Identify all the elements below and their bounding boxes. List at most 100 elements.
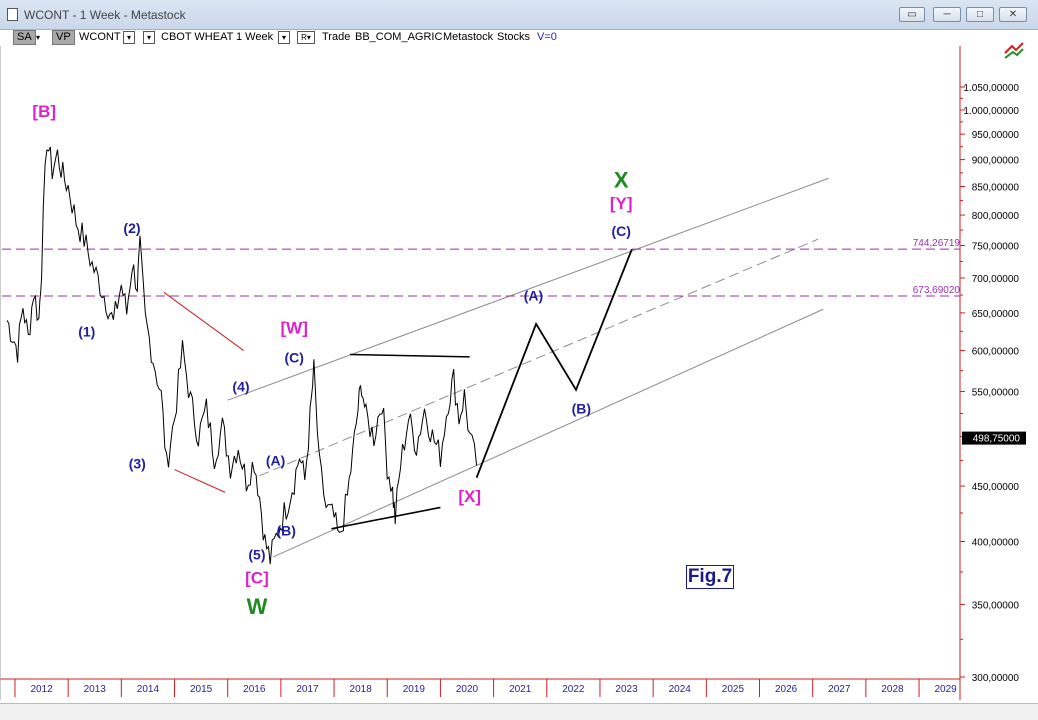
wave-label: [C] [245,568,269,587]
period-dropdown-icon[interactable]: ▾ [278,31,290,44]
wave-label: (3) [129,456,146,472]
wave-label: (B) [572,400,591,416]
time-tick-label: 2018 [350,684,373,695]
maximize-button[interactable]: □ [966,7,994,22]
time-axis-labels: 2012 2013 2014 2015 2016 2017 2018 2019 2020 2021… [14,679,958,697]
wave-label: [W] [280,319,307,338]
axes [0,46,961,700]
trendline [272,308,824,558]
trendline [259,238,819,477]
projection-line [475,248,633,479]
r-label: R [301,33,307,42]
wave-labels: [B] (2) (1) (3) (4) [W] (C) (A) (B) (5) [C] W (A) (B)… [32,102,632,619]
time-tick-label: 2022 [562,684,585,695]
symbol-label[interactable]: WCONT [79,31,121,43]
wave-label: (5) [248,547,265,563]
time-tick-label: 2024 [669,684,692,695]
wave-label: (A) [524,288,543,304]
figure-annotation: Fig.7 [686,565,734,589]
wave-label: (2) [123,220,140,236]
price-tick-label: 300,00000 [972,673,1020,684]
time-tick-label: 2013 [84,684,107,695]
security-name: CBOT WHEAT [161,31,234,43]
price-tick-label: 700,00000 [972,274,1020,285]
time-tick-label: 2019 [403,684,426,695]
wave-label: (C) [612,223,631,239]
window-bottom-strip [0,703,1038,720]
time-tick-label: 2023 [615,684,638,695]
current-price-label: 498,75000 [973,434,1021,445]
time-tick-label: 2029 [935,684,958,695]
app-icon [7,8,18,21]
time-tick-label: 2025 [722,684,745,695]
provider-label: Metastock [443,31,494,43]
price-tick-label: 400,00000 [972,538,1020,549]
close-button[interactable]: ✕ [999,7,1027,22]
minimize-button[interactable]: ─ [933,7,961,22]
trendline [163,291,244,351]
trendline [349,353,470,358]
trendline [227,177,829,401]
wave-label: W [247,594,268,619]
time-tick-label: 2016 [243,684,266,695]
wave-label: [B] [32,102,56,121]
category-label: Stocks [497,31,531,43]
current-price-box [962,431,1026,445]
price-axis-labels: 300,00000350,00000400,00000450,00000500,… [960,83,1026,684]
chart-toolbar: SA ▾ VP WCONT ▾ ▾ CBOT WHEAT 1 Week ▾ R▾… [0,30,965,46]
price-tick-label: 450,00000 [972,482,1020,493]
wave-label: (B) [276,523,295,539]
time-tick-label: 2014 [137,684,160,695]
trade-label[interactable]: Trade [322,31,351,43]
horizontal-levels: 744,26719 673,69020 [2,238,961,297]
time-tick-label: 2012 [30,684,53,695]
projection-path [475,248,633,479]
wave-label: (A) [266,453,285,469]
restore-icon: ▭ [907,9,917,20]
price-tick-label: 800,00000 [972,211,1020,222]
price-line [6,146,478,565]
horizontal-level-label: 744,26719 [913,238,961,249]
window-titlebar: WCONT - 1 Week - Metastock ▭ ─ □ ✕ [0,0,1038,30]
horizontal-level-label: 673,69020 [913,285,961,296]
wave-label: (C) [284,349,303,365]
time-tick-label: 2017 [296,684,319,695]
time-tick-label: 2028 [881,684,904,695]
trendlines [163,177,829,558]
price-series [6,146,478,565]
time-tick-label: 2027 [828,684,851,695]
source-label: BB_COM_AGRIC [355,31,443,43]
symbol-dropdown-icon[interactable]: ▾ [123,31,135,44]
price-tick-label: 600,00000 [972,347,1020,358]
sa-dropdown-icon[interactable]: ▾ [36,33,41,42]
price-tick-label: 900,00000 [972,156,1020,167]
wave-label: (1) [78,324,95,340]
security-dropdown-icon[interactable]: ▾ [143,31,155,44]
sa-button[interactable]: SA [13,30,36,45]
trendline [331,506,441,530]
time-tick-label: 2026 [775,684,798,695]
candle-chart-icon[interactable] [1004,42,1024,59]
wave-label: (4) [232,379,249,395]
wave-label: [X] [458,487,481,506]
time-tick-label: 2021 [509,684,532,695]
time-tick-label: 2020 [456,684,479,695]
vp-button[interactable]: VP [52,30,75,45]
price-tick-label: 550,00000 [972,388,1020,399]
price-tick-label: 850,00000 [972,183,1020,194]
trendline [174,469,226,493]
volume-label: V=0 [537,31,557,43]
wave-label: X [614,168,629,193]
price-tick-label: 1.050,00000 [963,83,1019,94]
r-dropdown-button[interactable]: R▾ [297,31,315,44]
price-tick-label: 650,00000 [972,309,1020,320]
period-label[interactable]: 1 Week [236,31,274,43]
price-tick-label: 1.000,00000 [963,106,1019,117]
window-title: WCONT - 1 Week - Metastock [24,8,186,22]
restore-layout-button[interactable]: ▭ [899,7,925,22]
wave-label: [Y] [610,194,633,213]
price-tick-label: 950,00000 [972,130,1020,141]
time-tick-label: 2015 [190,684,213,695]
price-tick-label: 350,00000 [972,600,1020,611]
